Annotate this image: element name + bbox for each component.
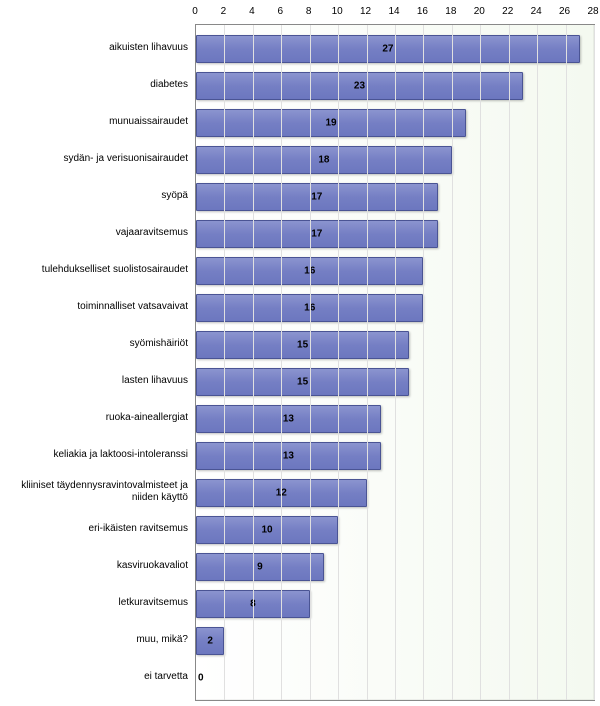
gridline (338, 25, 339, 700)
bar-value: 15 (297, 377, 308, 388)
category-label: aikuisten lihavuus (0, 42, 190, 54)
category-label: letkuravitsemus (0, 597, 190, 609)
gridline (367, 25, 368, 700)
axis-tick: 28 (587, 6, 598, 17)
category-label: diabetes (0, 79, 190, 91)
bar: 17 (196, 220, 438, 248)
bar-chart: 0246810121416182022242628 27231918171716… (0, 0, 600, 706)
category-label: kliiniset täydennysravintovalmisteet ja … (0, 480, 190, 504)
category-label: vajaaravitsemus (0, 227, 190, 239)
category-label: munuaissairaudet (0, 116, 190, 128)
bar-value: 13 (283, 451, 294, 462)
plot-area: 27231918171716161515131312109820 (195, 24, 595, 701)
category-label: muu, mikä? (0, 634, 190, 646)
category-label: tulehdukselliset suolistosairaudet (0, 264, 190, 276)
gridline (310, 25, 311, 700)
gridline (281, 25, 282, 700)
category-label: keliakia ja laktoosi-intoleranssi (0, 449, 190, 461)
bar-value: 19 (325, 118, 336, 129)
axis-tick: 6 (278, 6, 284, 17)
category-label: toiminnalliset vatsavaivat (0, 301, 190, 313)
bar-value: 27 (382, 44, 393, 55)
axis-tick: 4 (249, 6, 255, 17)
gridline (452, 25, 453, 700)
bar: 17 (196, 183, 438, 211)
axis-tick: 12 (360, 6, 371, 17)
bar-value: 10 (262, 525, 273, 536)
gridline (537, 25, 538, 700)
axis-tick: 16 (417, 6, 428, 17)
bar-value: 13 (283, 414, 294, 425)
axis-tick: 10 (332, 6, 343, 17)
gridline (395, 25, 396, 700)
axis-tick: 14 (388, 6, 399, 17)
axis-tick: 26 (559, 6, 570, 17)
bar-value: 23 (354, 81, 365, 92)
category-label: syöpä (0, 190, 190, 202)
bar: 15 (196, 331, 409, 359)
bar: 19 (196, 109, 466, 137)
bar-value: 17 (311, 192, 322, 203)
axis-tick: 18 (445, 6, 456, 17)
category-label: ei tarvetta (0, 671, 190, 683)
bar: 9 (196, 553, 324, 581)
category-labels: aikuisten lihavuus diabetes munuaissairaud… (0, 24, 190, 701)
bar-value: 15 (297, 340, 308, 351)
bar: 18 (196, 146, 452, 174)
bar: 2 (196, 627, 224, 655)
gridline (566, 25, 567, 700)
bar-value: 18 (318, 155, 329, 166)
bar-value: 17 (311, 229, 322, 240)
category-label: kasviruokavaliot (0, 560, 190, 572)
category-label: lasten lihavuus (0, 375, 190, 387)
category-label: syömishäiriöt (0, 338, 190, 350)
axis-tick: 2 (221, 6, 227, 17)
bar: 15 (196, 368, 409, 396)
category-label: eri-ikäisten ravitsemus (0, 523, 190, 535)
bar-value: 0 (196, 673, 204, 684)
bar-value: 9 (257, 562, 263, 573)
gridline (423, 25, 424, 700)
category-label: ruoka-aineallergiat (0, 412, 190, 424)
bar: 10 (196, 516, 338, 544)
axis-tick: 22 (502, 6, 513, 17)
gridline (509, 25, 510, 700)
gridline (253, 25, 254, 700)
bar: 23 (196, 72, 523, 100)
category-label: sydän- ja verisuonisairaudet (0, 153, 190, 165)
x-axis: 0246810121416182022242628 (195, 0, 595, 24)
axis-tick: 24 (531, 6, 542, 17)
gridline (480, 25, 481, 700)
gridline (224, 25, 225, 700)
axis-tick: 0 (192, 6, 198, 17)
gridline (594, 25, 595, 700)
axis-tick: 8 (306, 6, 312, 17)
axis-tick: 20 (474, 6, 485, 17)
bar-value: 2 (207, 636, 213, 647)
